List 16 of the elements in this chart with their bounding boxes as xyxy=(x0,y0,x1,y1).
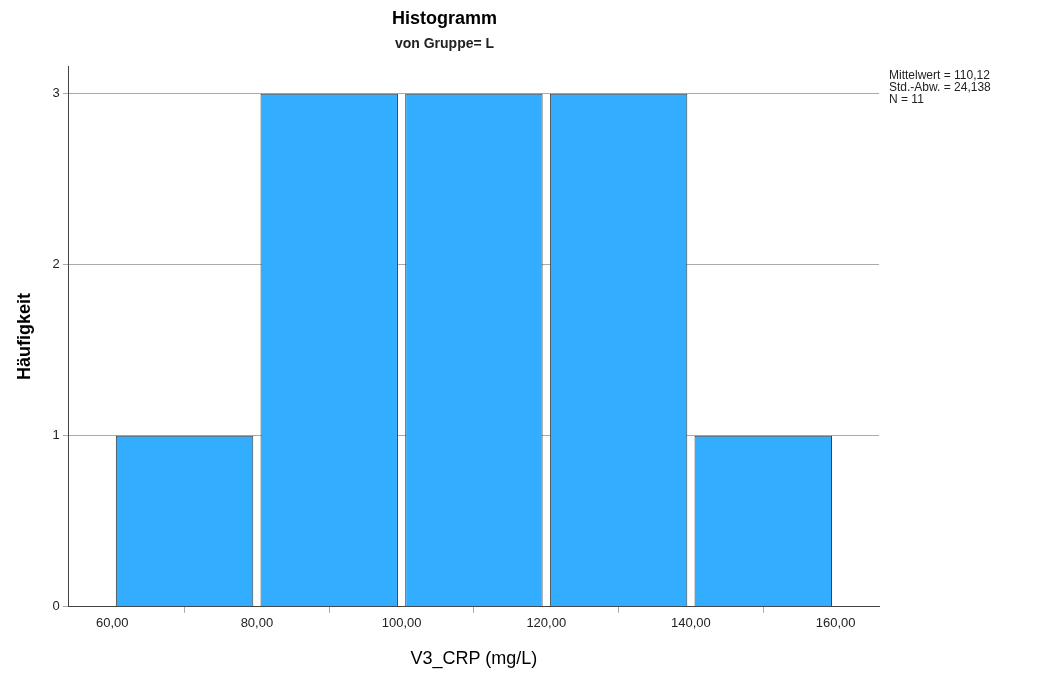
chart-title: Histogramm xyxy=(391,7,498,28)
y-tick-label: 2 xyxy=(52,256,60,272)
chart-subtitle: von Gruppe= L xyxy=(394,34,495,51)
x-axis-title: V3_CRP (mg/L) xyxy=(410,648,538,670)
x-tick-label: 120,00 xyxy=(526,615,567,631)
x-tick-label: 100,00 xyxy=(381,615,422,631)
text: Mittelwert = 110,12 xyxy=(889,67,991,82)
y-tick-label: 3 xyxy=(52,85,60,101)
x-tick-label: 160,00 xyxy=(815,615,856,631)
y-axis-title: Häufigkeit xyxy=(13,293,34,381)
x-tick-label: 80,00 xyxy=(240,615,274,631)
y-tick-label: 1 xyxy=(52,427,60,443)
y-tick-label: 0 xyxy=(52,598,60,614)
x-tick-label: 140,00 xyxy=(671,615,711,631)
text: N = 11 xyxy=(889,91,925,106)
x-tick-label: 60,00 xyxy=(95,615,129,631)
